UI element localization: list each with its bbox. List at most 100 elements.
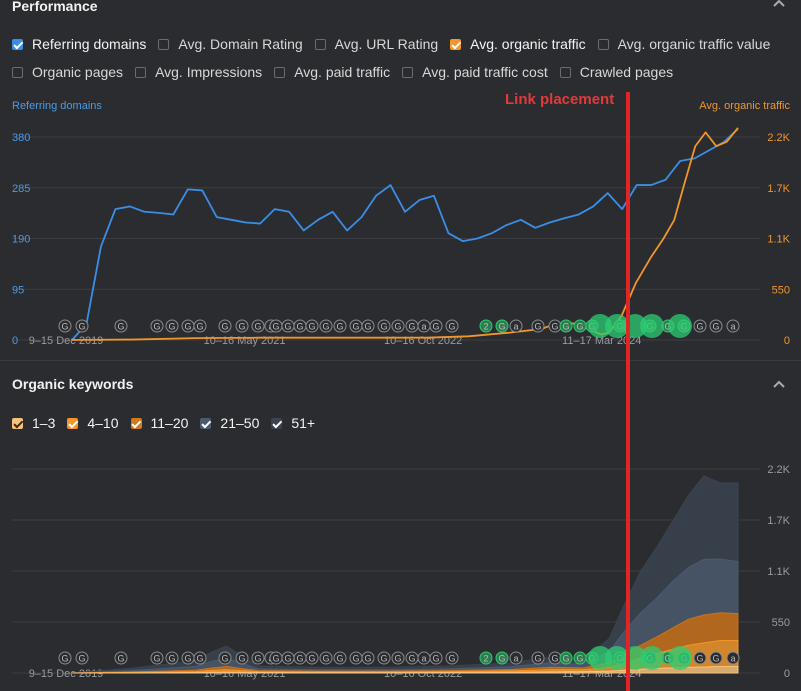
event-marker[interactable] xyxy=(305,319,319,333)
y-left-tick-label: 190 xyxy=(12,234,30,246)
event-marker[interactable] xyxy=(377,319,391,333)
event-marker[interactable] xyxy=(235,651,249,665)
event-marker[interactable] xyxy=(559,651,573,665)
y-right-tick-label: 2.2K xyxy=(767,464,790,476)
event-marker-glyph: G xyxy=(696,322,703,332)
event-marker[interactable] xyxy=(479,651,493,665)
event-marker-cluster[interactable] xyxy=(605,646,629,670)
event-marker[interactable] xyxy=(445,651,459,665)
event-marker[interactable] xyxy=(58,319,72,333)
event-marker-cluster[interactable] xyxy=(588,314,612,338)
event-marker[interactable] xyxy=(150,651,164,665)
event-marker[interactable] xyxy=(193,651,207,665)
event-marker-cluster[interactable] xyxy=(605,314,629,338)
event-marker[interactable] xyxy=(509,651,523,665)
event-marker-cluster[interactable] xyxy=(640,646,664,670)
event-marker[interactable] xyxy=(193,319,207,333)
event-marker[interactable] xyxy=(693,319,707,333)
checkbox-1-3[interactable]: 1–3 xyxy=(12,415,55,431)
event-marker[interactable] xyxy=(509,319,523,333)
event-marker[interactable] xyxy=(429,651,443,665)
event-marker[interactable] xyxy=(114,651,128,665)
event-marker[interactable] xyxy=(361,651,375,665)
event-marker-cluster[interactable] xyxy=(588,646,612,670)
event-marker[interactable] xyxy=(693,651,707,665)
event-marker-glyph: G xyxy=(168,322,175,332)
event-marker-glyph: G xyxy=(394,322,401,332)
y-left-axis-label: Referring domains xyxy=(12,100,102,112)
event-marker[interactable] xyxy=(251,651,265,665)
event-marker[interactable] xyxy=(361,319,375,333)
event-marker[interactable] xyxy=(150,319,164,333)
checkbox-label: Avg. URL Rating xyxy=(334,36,439,52)
event-marker[interactable] xyxy=(479,319,493,333)
link-placement-label: Link placement xyxy=(505,91,615,108)
series-line-referring-domains xyxy=(71,128,739,341)
event-marker[interactable] xyxy=(377,651,391,665)
event-marker[interactable] xyxy=(75,319,89,333)
event-marker[interactable] xyxy=(58,651,72,665)
event-marker[interactable] xyxy=(429,319,443,333)
checkbox-label: Avg. Impressions xyxy=(155,64,263,80)
event-marker[interactable] xyxy=(726,651,740,665)
event-marker-cluster[interactable] xyxy=(640,314,664,338)
event-marker[interactable] xyxy=(531,651,545,665)
event-marker[interactable] xyxy=(305,651,319,665)
event-marker[interactable] xyxy=(531,319,545,333)
event-marker[interactable] xyxy=(218,651,232,665)
event-marker-glyph: G xyxy=(308,322,315,332)
checkbox-crawled-pages[interactable]: Crawled pages xyxy=(559,64,674,80)
checkbox-label: Avg. paid traffic xyxy=(294,64,391,80)
event-marker[interactable] xyxy=(251,319,265,333)
event-marker[interactable] xyxy=(333,319,347,333)
event-marker[interactable] xyxy=(726,319,740,333)
event-marker-glyph: G xyxy=(296,654,303,664)
checkbox-4-10[interactable]: 4–10 xyxy=(67,415,119,431)
checkbox-organic-pages[interactable]: Organic pages xyxy=(12,64,123,80)
y-right-tick-label: 550 xyxy=(772,617,790,629)
checkbox-box xyxy=(130,417,142,429)
event-marker-glyph: G xyxy=(238,322,245,332)
checkbox-avg-impressions[interactable]: Avg. Impressions xyxy=(135,64,262,80)
checkbox-avg-domain-rating[interactable]: Avg. Domain Rating xyxy=(158,36,303,52)
event-marker[interactable] xyxy=(114,319,128,333)
checkbox-21-50[interactable]: 21–50 xyxy=(200,415,259,431)
checkbox-avg-organic-traffic-value[interactable]: Avg. organic traffic value xyxy=(597,36,770,52)
event-marker[interactable] xyxy=(495,651,509,665)
event-marker-glyph: G xyxy=(184,322,191,332)
event-marker[interactable] xyxy=(391,651,405,665)
checkbox-51[interactable]: 51+ xyxy=(271,415,315,431)
event-marker[interactable] xyxy=(319,651,333,665)
event-marker[interactable] xyxy=(445,319,459,333)
event-marker[interactable] xyxy=(559,319,573,333)
event-marker-cluster[interactable] xyxy=(668,314,692,338)
event-marker[interactable] xyxy=(165,651,179,665)
event-marker-glyph: G xyxy=(498,322,505,332)
event-marker[interactable] xyxy=(165,319,179,333)
event-marker-glyph: G xyxy=(380,654,387,664)
event-marker[interactable] xyxy=(319,319,333,333)
event-marker[interactable] xyxy=(235,319,249,333)
event-marker-cluster[interactable] xyxy=(668,646,692,670)
event-marker[interactable] xyxy=(709,319,723,333)
event-marker-glyph: G xyxy=(448,654,455,664)
checkbox-avg-paid-traffic[interactable]: Avg. paid traffic xyxy=(274,64,390,80)
section-divider xyxy=(0,360,801,361)
event-marker[interactable] xyxy=(391,319,405,333)
event-marker[interactable] xyxy=(218,319,232,333)
checkbox-11-20[interactable]: 11–20 xyxy=(130,415,188,431)
event-marker[interactable] xyxy=(75,651,89,665)
checkbox-avg-url-rating[interactable]: Avg. URL Rating xyxy=(314,36,439,52)
checkbox-label: Crawled pages xyxy=(579,64,674,80)
checkbox-avg-paid-traffic-cost[interactable]: Avg. paid traffic cost xyxy=(402,64,548,80)
collapse-organic-keywords-icon[interactable] xyxy=(771,377,787,391)
y-right-tick-label: 1.1K xyxy=(767,234,790,246)
checkbox-box xyxy=(67,417,79,429)
event-marker[interactable] xyxy=(495,319,509,333)
event-marker[interactable] xyxy=(333,651,347,665)
checkbox-avg-organic-traffic[interactable]: Avg. organic traffic xyxy=(450,36,586,52)
checkbox-referring-domains[interactable]: Referring domains xyxy=(12,36,146,52)
collapse-performance-icon[interactable] xyxy=(771,0,787,10)
event-marker[interactable] xyxy=(709,651,723,665)
link-placement-line xyxy=(626,92,630,691)
